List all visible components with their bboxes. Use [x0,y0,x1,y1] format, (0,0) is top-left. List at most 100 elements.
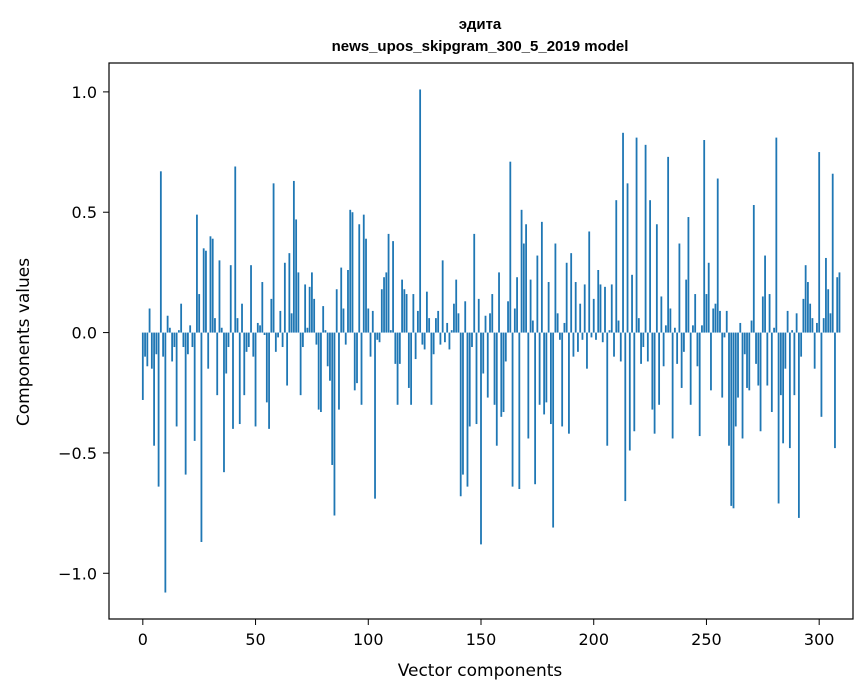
bar [619,332,622,362]
bar [734,332,737,427]
bar [642,332,645,348]
bar [788,332,791,449]
bar [360,332,363,405]
bar [480,332,482,545]
bar [809,303,812,333]
bar [261,282,264,333]
bar [347,270,349,333]
bar [272,183,275,333]
bar [728,332,730,446]
bar [234,166,237,333]
bar [423,332,426,350]
x-tick-label: 50 [245,630,265,649]
bar [764,255,766,333]
bar [459,332,462,497]
bar [500,332,503,417]
bar [389,330,392,333]
bar [200,332,203,542]
y-axis-label: Components values [14,258,34,426]
bar [256,322,259,333]
bar [511,332,514,487]
bar [410,332,413,405]
bar [739,322,742,333]
bar [649,200,651,333]
bar [238,332,241,425]
bar [236,318,239,333]
bar [802,298,805,333]
bar [288,253,291,333]
bar [705,294,708,333]
bar [403,289,406,333]
bar [432,332,435,355]
bar [793,332,796,396]
bar [518,332,521,490]
bar [292,180,295,333]
bar [820,332,823,417]
bar [358,224,361,333]
bar [644,144,647,333]
bar [635,137,638,333]
bar [606,332,609,446]
bar [453,303,455,333]
bar [243,332,246,396]
bar [241,303,243,333]
bar [712,308,715,333]
bar [818,152,821,333]
bar [807,282,809,333]
bar [493,332,496,405]
bar [653,332,656,434]
bar [351,212,354,333]
bar [148,308,151,333]
bar [356,332,358,384]
bar [191,332,194,348]
bar [710,332,712,391]
bar [597,270,600,333]
y-tick-label: 0.5 [72,203,97,222]
bar [752,205,755,333]
bar [689,332,692,405]
bar [218,260,221,333]
bar [831,173,834,333]
x-tick-label: 150 [466,630,497,649]
bar [816,322,818,333]
bar [588,231,591,333]
bar [216,332,219,396]
x-tick-label: 300 [804,630,835,649]
x-tick-label: 250 [691,630,722,649]
bar [301,332,304,348]
bar [209,236,212,333]
bar [414,332,417,360]
bar [822,318,825,333]
bar [732,332,735,509]
bar [741,332,744,439]
bar [617,320,620,333]
bar [281,332,284,348]
bar [144,332,146,357]
bar [782,332,785,444]
bar [766,332,769,386]
bar [331,332,334,465]
bar [556,313,559,333]
bar [719,310,721,333]
bar [520,209,523,333]
bar [383,277,385,333]
bar [250,265,252,333]
bar [723,332,726,338]
bar [707,262,710,333]
bar [797,332,800,518]
bar [155,332,158,355]
bar [468,332,471,427]
bar [662,332,665,367]
bar [308,286,311,333]
bar [214,318,216,333]
bar [628,332,631,451]
bar [743,332,746,355]
bar [335,289,338,333]
bar [171,332,174,362]
bar [683,332,685,352]
bar [610,284,613,333]
bar [466,332,469,487]
bar [428,318,431,333]
bar [608,330,611,333]
bar [583,284,586,333]
